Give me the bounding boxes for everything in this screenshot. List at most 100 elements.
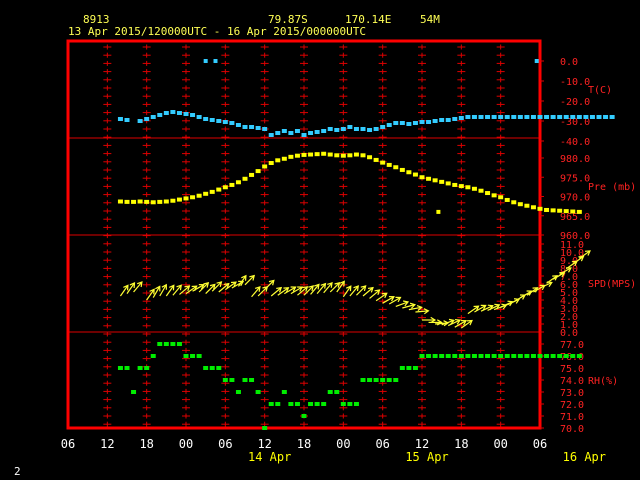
data-point-relative_humidity (432, 354, 438, 358)
panel-ylabel-relative_humidity: RH(%) (588, 376, 618, 387)
data-point-relative_humidity (504, 354, 510, 358)
wind-arrow-shaft (356, 285, 367, 296)
data-point-pressure (412, 172, 418, 177)
data-point-relative_humidity (530, 354, 536, 358)
wind-arrow (415, 308, 430, 315)
wind-arrow-shaft (126, 282, 135, 294)
data-point-relative_humidity (419, 354, 425, 358)
data-point-temperature (583, 115, 589, 119)
data-point-temperature (262, 127, 268, 131)
wind-arrow-head (168, 284, 175, 291)
data-point-temperature (268, 133, 274, 137)
data-point-temperature (321, 129, 327, 133)
wind-arrow-shaft (526, 287, 538, 296)
data-point-temperature (570, 115, 576, 119)
wind-arrow (244, 274, 256, 286)
wind-arrow-shaft (395, 301, 409, 307)
y-tick-label: 3.0 (560, 304, 578, 315)
wind-arrow (362, 286, 374, 297)
data-point-pressure (334, 153, 340, 158)
data-point-pressure (570, 209, 576, 214)
wind-arrow-head (423, 308, 430, 315)
data-point-relative_humidity (327, 390, 333, 394)
data-point-relative_humidity (537, 354, 543, 358)
data-point-temperature (609, 115, 615, 119)
wind-arrow-head (308, 285, 315, 292)
y-tick-label: 73.0 (560, 388, 584, 399)
wind-arrow-shaft (159, 284, 167, 297)
y-tick-label: 71.0 (560, 412, 584, 423)
wind-arrow-shaft (192, 284, 205, 292)
wind-arrow (310, 283, 320, 295)
data-point-relative_humidity (340, 402, 346, 406)
data-point-temperature (367, 128, 373, 132)
data-point-relative_humidity (209, 366, 215, 370)
data-point-pressure (301, 152, 307, 157)
y-tick-label: 960.0 (560, 231, 590, 242)
y-tick-label: -30.0 (560, 117, 590, 128)
data-point-temperature (439, 118, 445, 122)
data-point-relative_humidity (229, 378, 235, 382)
wind-arrow (224, 281, 237, 291)
wind-arrow-head (448, 318, 455, 325)
data-point-pressure (380, 160, 386, 165)
wind-arrow (388, 296, 402, 305)
data-point-pressure (124, 199, 130, 204)
data-point-temperature (589, 115, 595, 119)
wind-arrow-head (184, 285, 191, 291)
wind-arrow (119, 284, 129, 297)
data-point-pressure (235, 180, 241, 185)
data-point-pressure (530, 205, 536, 210)
data-point-relative_humidity (550, 354, 556, 358)
data-point-temperature (406, 122, 412, 126)
wind-arrow-shaft (172, 284, 182, 296)
wind-arrow (441, 318, 455, 326)
data-point-relative_humidity (458, 354, 464, 358)
wind-arrow-shaft (520, 290, 532, 299)
data-point-temperature (399, 121, 405, 125)
data-point-temperature (294, 129, 300, 133)
data-point-temperature (412, 121, 418, 125)
data-point-pressure (249, 172, 255, 177)
wind-arrow (375, 292, 388, 302)
data-point-pressure (229, 182, 235, 187)
wind-arrow-head (313, 283, 320, 290)
data-point-relative_humidity (288, 402, 294, 406)
data-point-relative_humidity (478, 354, 484, 358)
data-point-relative_humidity (216, 366, 222, 370)
data-point-relative_humidity (176, 342, 182, 346)
x-tick-label: 00 (493, 437, 507, 451)
data-point-temperature (498, 115, 504, 119)
date-label: 14 Apr (248, 450, 291, 464)
data-point-pressure (524, 203, 530, 208)
wind-arrow-head (395, 296, 402, 303)
x-tick-label: 12 (415, 437, 429, 451)
data-point-relative_humidity (576, 354, 582, 358)
data-point-temperature (471, 115, 477, 119)
data-point-temperature (281, 129, 287, 133)
wind-arrow-shaft (185, 285, 197, 295)
data-point-pressure (360, 153, 366, 158)
y-tick-label: 11.0 (560, 240, 584, 251)
data-point-relative_humidity (380, 378, 386, 382)
wind-arrow (277, 287, 290, 296)
wind-arrow-shaft (284, 286, 296, 295)
y-tick-label: 77.0 (560, 340, 584, 351)
data-point-pressure (419, 175, 425, 180)
data-point-temperature (176, 111, 182, 115)
wind-arrow-shaft (388, 296, 401, 305)
data-point-temperature (216, 119, 222, 123)
wind-arrow-shaft (316, 283, 326, 294)
wind-arrow-head (367, 286, 374, 293)
data-point-temperature (301, 133, 307, 137)
data-point-pressure (426, 176, 432, 181)
wind-arrow-shaft (572, 256, 584, 265)
x-tick-label: 18 (139, 437, 153, 451)
data-point-temperature (196, 115, 202, 119)
wind-arrow-shaft (165, 285, 175, 297)
wind-arrow-shaft (402, 304, 416, 309)
wind-arrow (467, 305, 480, 315)
data-point-relative_humidity (511, 354, 517, 358)
wind-arrow (316, 282, 327, 294)
wind-arrow-head (466, 319, 473, 326)
